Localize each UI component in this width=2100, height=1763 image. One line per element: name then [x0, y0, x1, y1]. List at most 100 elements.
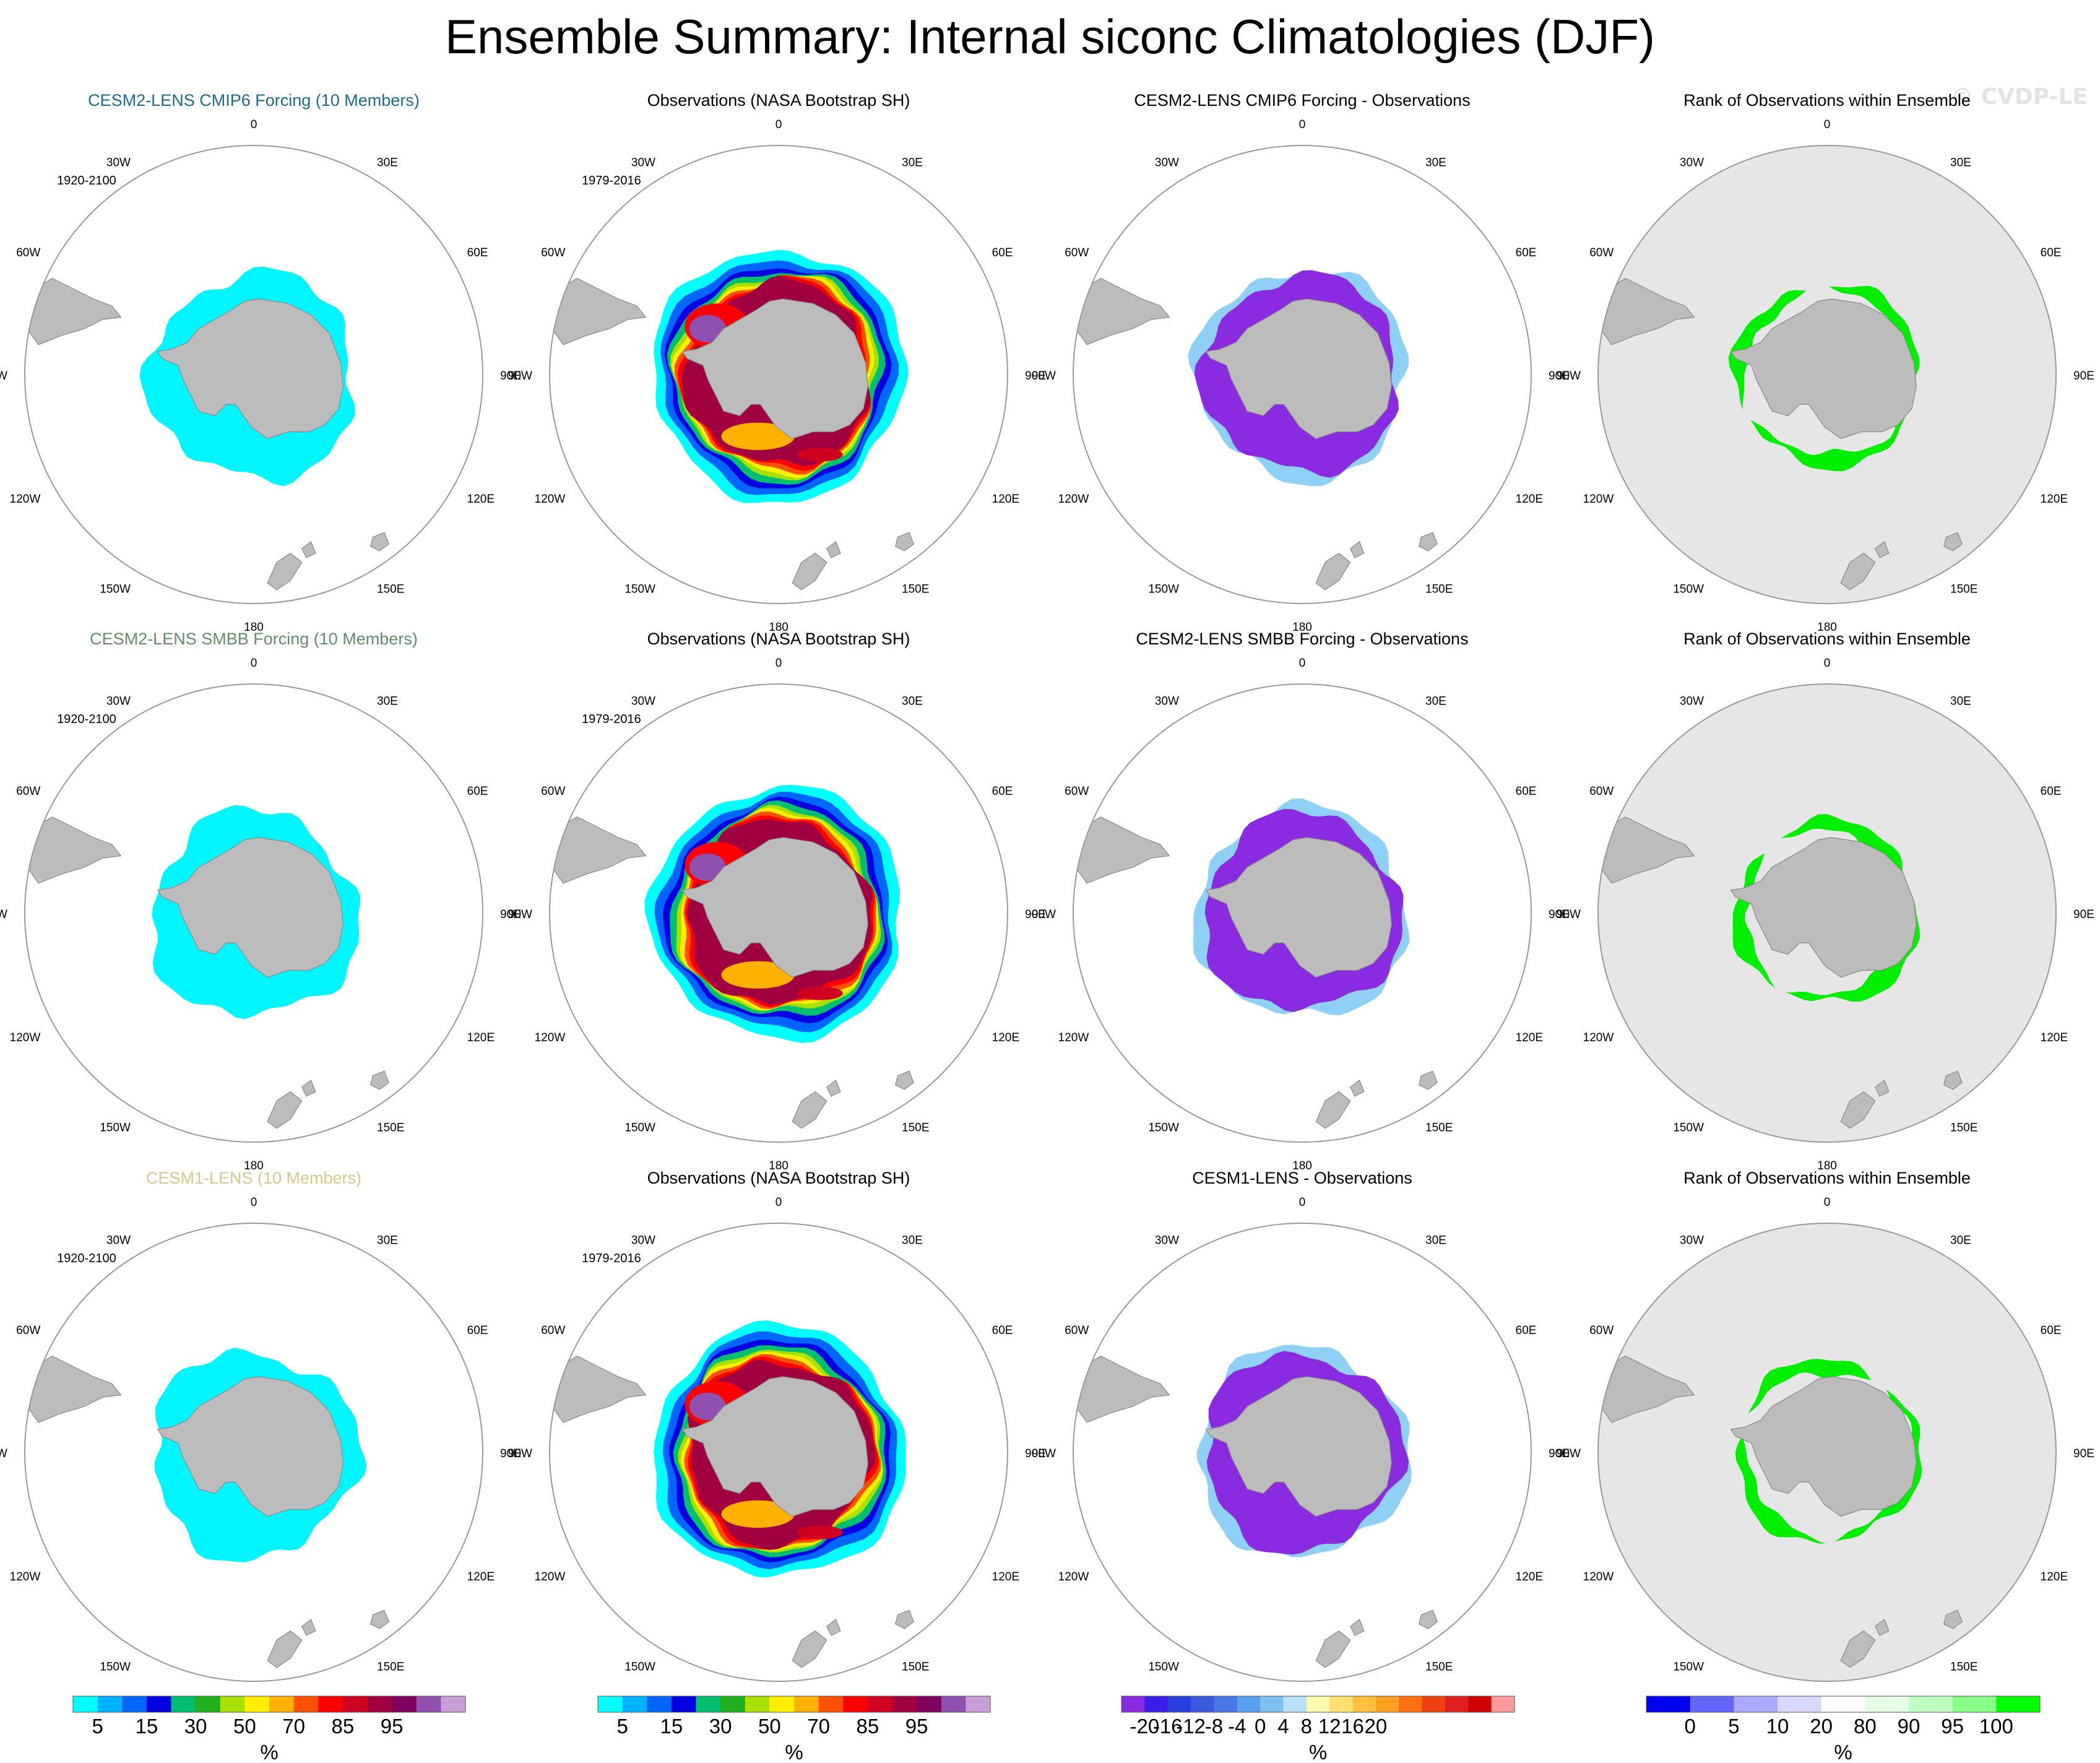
lon-label: 60E — [1516, 785, 1537, 798]
lon-label: 60W — [541, 785, 565, 798]
map-content — [27, 266, 390, 591]
panel-title: Observations (NASA Bootstrap SH) — [647, 91, 910, 110]
lon-label: 0 — [1299, 118, 1306, 131]
lon-label: 90W — [1032, 1447, 1056, 1460]
land-masses — [1075, 277, 1438, 591]
lon-label: 150E — [1425, 1122, 1453, 1135]
year-range: 1920-2100 — [57, 174, 116, 188]
colorbar-swatch — [269, 1696, 295, 1712]
lon-label: 90W — [508, 370, 532, 383]
colorbar-swatch — [867, 1696, 892, 1712]
lon-label: 0 — [251, 1196, 257, 1209]
colorbar-swatch — [1468, 1696, 1492, 1712]
colorbar-tick-label: 5 — [616, 1715, 628, 1738]
lon-label: 120W — [1583, 1031, 1614, 1044]
year-range: 1979-2016 — [582, 1252, 641, 1265]
lon-label: 60W — [16, 246, 40, 259]
map-content — [1075, 798, 1438, 1129]
colorbar-outline — [597, 1696, 991, 1713]
lon-label: 150W — [1673, 1661, 1704, 1674]
land-masses — [27, 816, 390, 1129]
lon-label: 90W — [508, 908, 532, 921]
new-zealand-land — [1315, 552, 1351, 591]
lon-label: 150E — [377, 1122, 404, 1135]
lon-label: 60W — [1065, 246, 1089, 259]
colorbar-swatch — [97, 1696, 123, 1712]
colorbar-tick-label: 50 — [758, 1715, 781, 1738]
lon-label: 90E — [500, 370, 521, 383]
lon-label: 120W — [1058, 1570, 1089, 1583]
lon-label: 120W — [535, 1570, 566, 1583]
colorbar-tick-label: 20 — [1365, 1715, 1388, 1738]
lon-label: 60E — [467, 785, 488, 798]
lon-label: 180 — [1817, 621, 1837, 634]
colorbar-outline — [1121, 1696, 1515, 1713]
panel-title: Rank of Observations within Ensemble — [1683, 91, 1971, 110]
lon-label: 0 — [1299, 657, 1306, 670]
panel-title: CESM1-LENS (10 Members) — [146, 1169, 361, 1187]
colorbar-tick-label: 85 — [857, 1715, 879, 1738]
lon-label: 150W — [1673, 583, 1704, 596]
panel-title: Rank of Observations within Ensemble — [1683, 630, 1971, 648]
map-panel-obs-3: 030E60E90E120E150E180150W120W90W60W30WOb… — [508, 1169, 1046, 1712]
antarctica-land — [157, 1376, 344, 1517]
antarctica-land — [1205, 1376, 1392, 1517]
weddell-sea-max — [689, 853, 726, 882]
new-zealand-land — [267, 552, 303, 591]
lon-label: 90W — [1557, 908, 1581, 921]
colorbar-swatch — [1191, 1696, 1214, 1712]
tasmania-land — [1419, 1609, 1438, 1629]
lon-label: 90W — [1032, 370, 1056, 383]
lon-label: 150W — [100, 1661, 131, 1674]
lon-label: 120E — [1516, 1031, 1543, 1044]
map-content — [1075, 270, 1438, 591]
colorbar-swatch — [73, 1696, 98, 1712]
year-range: 1920-2100 — [57, 713, 116, 726]
tasmania-land — [895, 1070, 915, 1090]
colorbar-swatch — [745, 1696, 770, 1712]
map-boundary — [24, 683, 483, 1143]
colorbar-tick-label: 4 — [1277, 1715, 1289, 1738]
tasmania-land — [895, 532, 915, 552]
land-masses — [1075, 816, 1438, 1129]
colorbar-tick-label: 15 — [660, 1715, 683, 1738]
panel-title: Observations (NASA Bootstrap SH) — [647, 1169, 910, 1187]
land-masses — [1075, 1355, 1438, 1668]
lon-label: 30W — [1155, 695, 1179, 708]
lon-label: 90E — [1025, 370, 1046, 383]
lon-label: 0 — [776, 1196, 782, 1209]
lon-label: 150W — [624, 1661, 655, 1674]
new-zealand-north-land — [1349, 1080, 1365, 1097]
colorbar-1: 5 15 30 50 70 85 95% — [72, 1696, 466, 1763]
south-america-land — [1600, 1355, 1695, 1423]
antarctica-land — [157, 837, 344, 978]
map-panel-rank-1: 0 30E 60E 90E 120E 150E 180 150W 120W 90W 60W 30W Ra… — [1557, 91, 2094, 634]
new-zealand-north-land — [1349, 1619, 1365, 1636]
colorbar-swatch — [1399, 1696, 1423, 1712]
tasmania-land — [370, 1609, 390, 1629]
lon-label: 60E — [2041, 1324, 2062, 1337]
colorbar-swatch — [622, 1696, 647, 1712]
colorbar-swatch — [1352, 1696, 1376, 1712]
lon-label: 30E — [1950, 695, 1971, 708]
south-america-land — [1600, 816, 1695, 884]
lon-label: 60W — [1065, 785, 1089, 798]
colorbar-swatch — [146, 1696, 171, 1712]
lon-label: 120W — [535, 493, 566, 506]
colorbar-swatch — [1734, 1696, 1778, 1712]
colorbar-tick-label: -20 — [1130, 1715, 1160, 1738]
panel-title: CESM2-LENS CMIP6 Forcing - Observations — [1134, 91, 1470, 110]
lon-label: 120E — [2041, 493, 2068, 506]
south-america-land — [551, 1355, 647, 1423]
ross-sea-high — [721, 422, 795, 451]
map-boundary — [24, 145, 483, 604]
map-boundary — [1073, 145, 1532, 604]
new-zealand-land — [1840, 1630, 1876, 1668]
colorbar-swatch — [441, 1696, 466, 1712]
map-boundary — [549, 1223, 1008, 1682]
colorbar-swatch — [1646, 1696, 1691, 1712]
ross-sea-high — [721, 961, 795, 989]
ross-sea-edge — [797, 448, 843, 462]
colorbar-tick-label: 50 — [233, 1715, 256, 1738]
map-boundary — [1597, 683, 2057, 1143]
